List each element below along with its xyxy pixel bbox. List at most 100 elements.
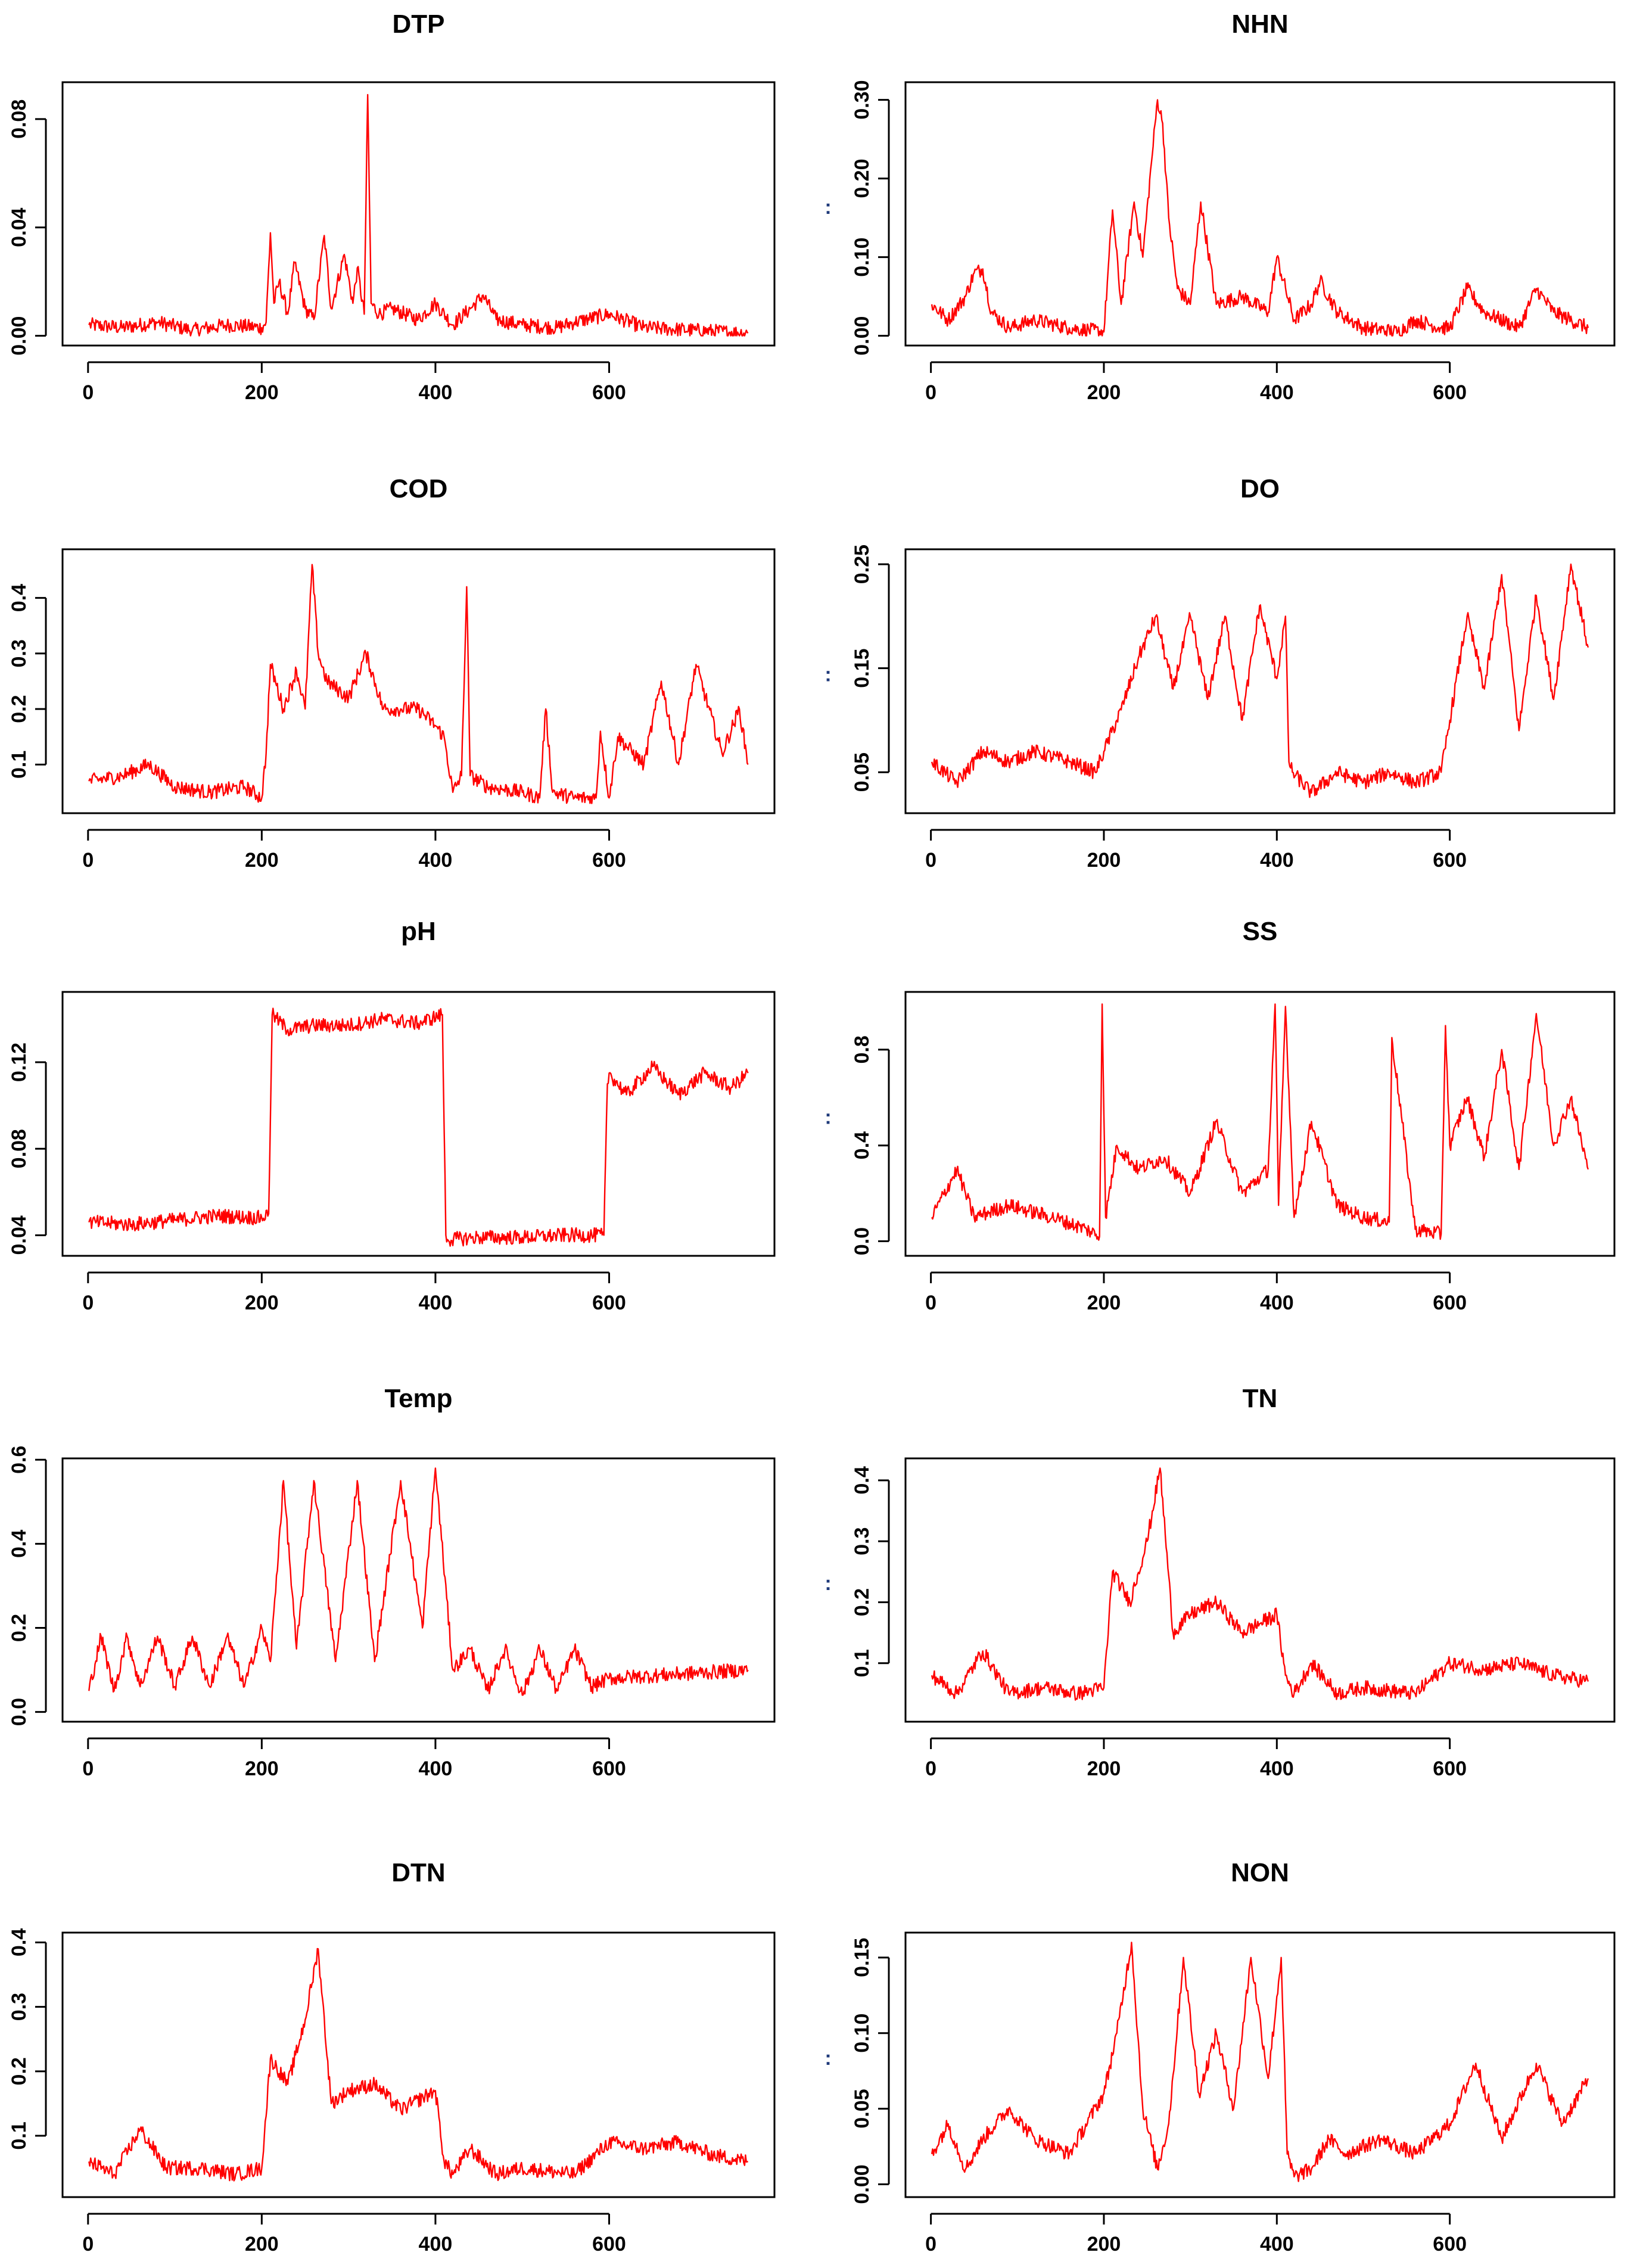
x-tick-label: 0 (925, 1292, 936, 1314)
x-tick-label: 600 (1433, 381, 1467, 404)
x-tick-label: 200 (1087, 1292, 1121, 1314)
x-tick-label: 0 (82, 2233, 94, 2255)
y-tick-label: 0.25 (851, 545, 873, 584)
y-tick-label: 0.4 (8, 1530, 30, 1558)
panel-ss: SS 0 200 400 600 0.0 0.4 0.8: (824, 917, 1614, 1314)
plot-frame (906, 1933, 1614, 2197)
x-tick-label: 600 (1433, 849, 1467, 872)
panel-title: NON (1231, 1858, 1289, 1887)
x-tick-label: 600 (592, 381, 626, 404)
y-tick-label: 0.08 (8, 1129, 30, 1168)
x-tick-label: 600 (1433, 2233, 1467, 2255)
x-tick-label: 200 (245, 1757, 279, 1780)
y-label-mark: : (824, 1572, 831, 1595)
y-label-mark: : (824, 1106, 831, 1129)
series-line-tn (932, 1468, 1588, 1700)
x-tick-label: 600 (592, 2233, 626, 2255)
x-tick-label: 600 (1433, 1292, 1467, 1314)
series-line-do (932, 564, 1588, 797)
y-tick-label: 0.00 (851, 316, 873, 356)
y-tick-label: 0.30 (851, 80, 873, 119)
panel-title: DTN (391, 1858, 445, 1887)
y-tick-label: 0.2 (8, 695, 30, 723)
x-tick-label: 200 (245, 2233, 279, 2255)
x-tick-label: 400 (1260, 2233, 1294, 2255)
panel-title: Temp (384, 1384, 452, 1413)
y-tick-label: 0.00 (8, 316, 30, 356)
x-tick-label: 400 (419, 1292, 453, 1314)
y-tick-label: 0.3 (8, 1993, 30, 2021)
x-tick-label: 400 (419, 381, 453, 404)
series-line-ph (89, 1009, 748, 1246)
x-tick-label: 400 (1260, 1292, 1294, 1314)
series-line-temp (89, 1468, 748, 1695)
panel-do: DO 0 200 400 600 0.05 0.15 0.25: (824, 474, 1614, 872)
y-tick-label: 0.2 (8, 1614, 30, 1642)
panel-cod: COD 0 200 400 600 0.1 0.2 0.3 0.4 (8, 474, 774, 872)
y-label-mark: : (824, 2047, 831, 2070)
y-tick-label: 0.05 (851, 2089, 873, 2129)
x-tick-label: 200 (1087, 1757, 1121, 1780)
panel-title: DO (1240, 474, 1280, 503)
panel-title: SS (1243, 917, 1278, 946)
x-tick-label: 400 (1260, 1757, 1294, 1780)
y-tick-label: 0.04 (8, 1215, 30, 1255)
plot-frame (906, 992, 1614, 1256)
y-tick-label: 0.4 (8, 584, 30, 612)
x-tick-label: 0 (82, 381, 94, 404)
y-tick-label: 0.4 (851, 1466, 873, 1494)
x-tick-label: 400 (419, 2233, 453, 2255)
x-tick-label: 200 (1087, 849, 1121, 872)
x-tick-label: 200 (245, 849, 279, 872)
panel-dtp: DTP 0 200 400 600 0.00 0.04 0.08 (8, 10, 774, 404)
y-tick-label: 0.12 (8, 1043, 30, 1082)
y-tick-label: 0.08 (8, 99, 30, 139)
y-tick-label: 0.2 (8, 2057, 30, 2085)
panel-title: DTP (393, 10, 445, 39)
x-tick-label: 0 (925, 381, 936, 404)
y-tick-label: 0.0 (851, 1227, 873, 1255)
y-label-mark: : (824, 196, 831, 219)
x-tick-label: 600 (592, 1292, 626, 1314)
panel-ph: pH0 200 400 6000.040.080.12 (8, 917, 774, 1314)
x-tick-label: 0 (925, 1757, 936, 1780)
x-tick-label: 200 (1087, 381, 1121, 404)
series-line-dtn (89, 1949, 748, 2181)
panel-nhn: NHN 0 200 400 600 0.00 0.10 0.20 0.30: (824, 10, 1614, 404)
plot-frame (63, 549, 774, 813)
y-tick-label: 0.3 (8, 639, 30, 667)
plot-frame (63, 1933, 774, 2197)
x-tick-label: 600 (1433, 1757, 1467, 1780)
x-tick-label: 0 (82, 849, 94, 872)
y-tick-label: 0.0 (8, 1698, 30, 1726)
x-tick-label: 0 (82, 1292, 94, 1314)
y-tick-label: 0.6 (8, 1446, 30, 1474)
x-tick-label: 0 (925, 2233, 936, 2255)
x-tick-label: 600 (592, 849, 626, 872)
y-tick-label: 0.4 (8, 1928, 30, 1956)
series-line-dtp (89, 95, 748, 336)
y-tick-label: 0.00 (851, 2164, 873, 2204)
y-tick-label: 0.2 (851, 1588, 873, 1616)
y-tick-label: 0.1 (8, 2121, 30, 2149)
x-tick-label: 200 (1087, 2233, 1121, 2255)
panel-temp: Temp 0 200 400 600 0.0 0.2 0.4 0.6 (8, 1384, 774, 1780)
y-tick-label: 0.10 (851, 238, 873, 277)
plot-frame (63, 82, 774, 346)
y-tick-label: 0.8 (851, 1035, 873, 1063)
x-tick-label: 400 (1260, 849, 1294, 872)
x-tick-label: 0 (82, 1757, 94, 1780)
plot-frame (63, 1458, 774, 1722)
panel-dtn: DTN 0 200 400 600 0.1 0.2 0.3 0.4 (8, 1858, 774, 2255)
panel-title: COD (390, 474, 448, 503)
series-line-non (932, 1942, 1588, 2181)
series-line-cod (89, 565, 748, 804)
y-tick-label: 0.04 (8, 208, 30, 247)
y-tick-label: 0.4 (851, 1131, 873, 1159)
y-tick-label: 0.1 (8, 751, 30, 779)
x-tick-label: 0 (925, 849, 936, 872)
series-line-ss (932, 1004, 1588, 1240)
y-tick-label: 0.15 (851, 1938, 873, 1977)
y-label-mark: : (824, 664, 831, 686)
x-tick-label: 400 (419, 1757, 453, 1780)
